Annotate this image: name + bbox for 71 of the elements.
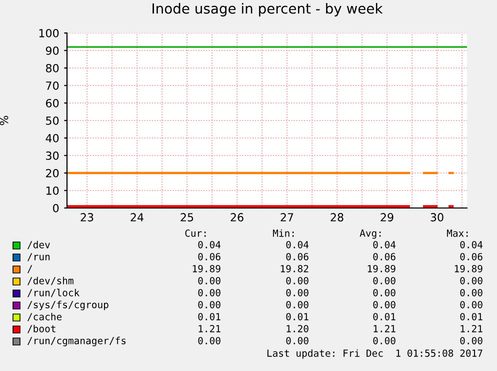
- text: Last update: Fri Dec 1 01:55:08 2017: [267, 349, 482, 359]
- legend-label: /run: [27, 253, 50, 262]
- text: 0.04: [286, 240, 309, 248]
- text: 1.21: [460, 324, 482, 332]
- text: 0.01: [373, 312, 396, 320]
- y-tick-label: 50: [46, 116, 59, 125]
- text: Max:: [446, 230, 468, 237]
- text: 0.01: [198, 312, 220, 320]
- text: Avg:: [360, 230, 381, 239]
- chart-title: Inode usage in percent - by week: [152, 3, 383, 16]
- text: 19.89: [368, 264, 396, 272]
- text: 0.04: [460, 240, 483, 248]
- x-tick-label: 28: [330, 213, 344, 222]
- y-tick-label: 0: [53, 204, 59, 212]
- text: 1.20: [286, 324, 308, 332]
- legend-label: /cache: [27, 312, 62, 322]
- text: 0.00: [460, 276, 482, 284]
- text: 0.00: [460, 288, 482, 296]
- y-tick-label: 80: [46, 64, 59, 72]
- x-tick-label: 29: [380, 213, 394, 222]
- text: 0.01: [286, 312, 308, 320]
- text: 0.06: [373, 252, 396, 260]
- y-tick-label: 90: [46, 46, 59, 55]
- x-tick-label: 23: [80, 213, 94, 222]
- text: 0.00: [286, 288, 308, 296]
- x-tick-label: 25: [180, 213, 194, 222]
- text: 0.00: [373, 276, 396, 284]
- legend-label: /dev/shm: [27, 276, 74, 286]
- text: 1.21: [198, 324, 220, 332]
- text: 0.00: [373, 336, 396, 344]
- legend-label: /boot: [27, 324, 56, 334]
- text: 19.82: [280, 264, 308, 272]
- text: 19.89: [454, 264, 482, 272]
- y-tick-label: 100: [39, 28, 59, 38]
- y-tick-label: 20: [46, 168, 59, 178]
- legend-label: /run/cgmanager/fs: [27, 336, 126, 346]
- text: Min:: [272, 229, 294, 237]
- text: 0.04: [198, 240, 221, 248]
- x-tick-label: 26: [230, 213, 244, 222]
- text: 1.21: [374, 324, 396, 332]
- legend-label: /sys/fs/cgroup: [27, 300, 108, 310]
- text: 0.00: [286, 276, 308, 284]
- text: Cur:: [185, 229, 206, 237]
- text: 19.89: [192, 264, 220, 272]
- text: 0.00: [460, 336, 482, 344]
- text: 0.00: [198, 300, 220, 308]
- text: 0.04: [373, 240, 396, 248]
- y-tick-label: 30: [46, 151, 59, 160]
- text: 0.00: [198, 276, 220, 284]
- y-tick-label: 10: [46, 186, 59, 195]
- text: 0.01: [460, 312, 482, 320]
- text: 0.00: [198, 288, 220, 296]
- y-axis-title: %: [0, 116, 8, 126]
- legend-label: /: [27, 265, 32, 274]
- y-tick-label: 70: [46, 81, 59, 90]
- text: 0.00: [460, 300, 482, 308]
- legend-label: /run/lock: [27, 288, 80, 298]
- text: 0.00: [198, 336, 220, 344]
- x-tick-label: 27: [280, 213, 294, 222]
- text: 0.06: [460, 252, 482, 260]
- text: 0.00: [373, 300, 396, 308]
- text: 0.06: [198, 252, 220, 260]
- y-tick-label: 60: [46, 98, 59, 108]
- x-tick-label: 24: [130, 213, 144, 222]
- x-tick-label: 30: [430, 213, 444, 222]
- text: 0.00: [373, 288, 396, 296]
- text: 0.00: [286, 336, 308, 344]
- text: 0.06: [286, 252, 308, 260]
- y-tick-label: 40: [46, 134, 59, 142]
- legend-label: /dev: [27, 240, 50, 250]
- text: 0.00: [286, 300, 308, 308]
